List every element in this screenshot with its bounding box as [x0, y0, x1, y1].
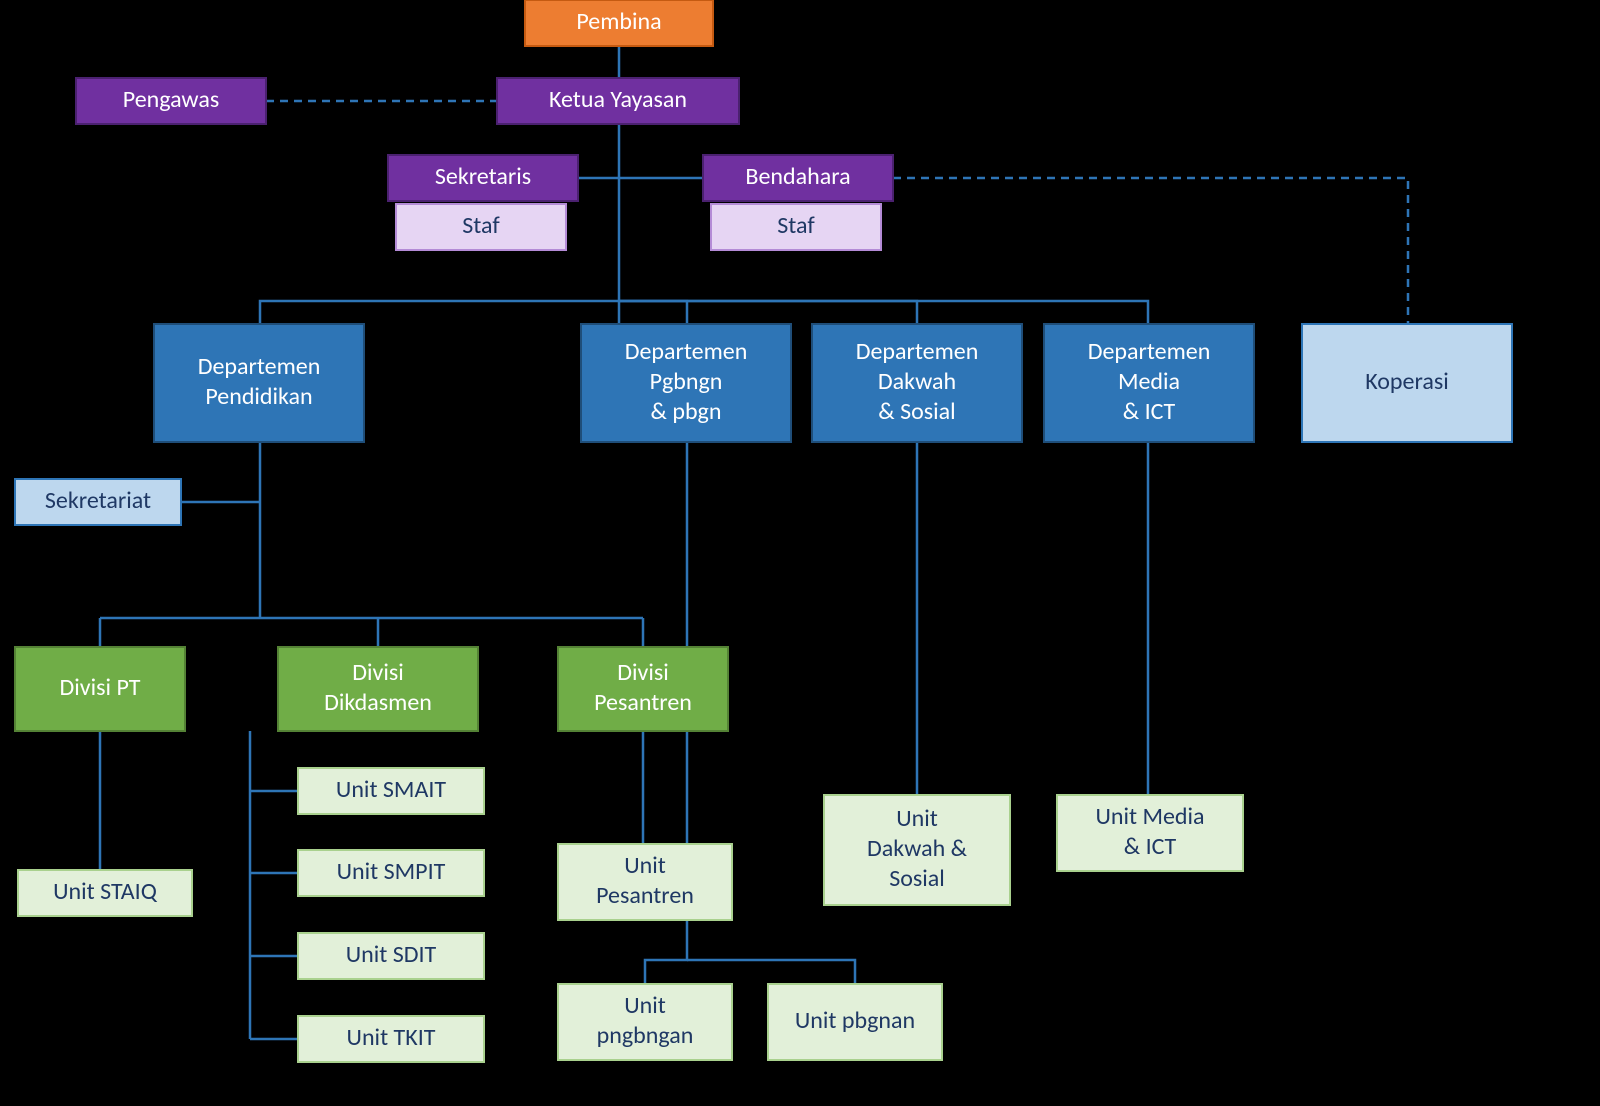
- edge: [619, 301, 687, 324]
- node-div_dik: DivisiDikdasmen: [278, 647, 478, 731]
- node-div_pes: DivisiPesantren: [558, 647, 728, 731]
- node-label: Unit STAIQ: [53, 877, 158, 906]
- node-label: Ketua Yayasan: [549, 85, 687, 114]
- node-pengawas: Pengawas: [76, 78, 266, 124]
- node-staf1: Staf: [396, 204, 566, 250]
- node-ketua: Ketua Yayasan: [497, 78, 739, 124]
- node-label: Unit pbgnan: [795, 1006, 915, 1035]
- edge: [687, 960, 855, 984]
- edge: [619, 301, 917, 324]
- org-chart: Pembina Pengawas Ketua Yayasan Sekretaris Be…: [0, 0, 1600, 1106]
- node-label: Bendahara: [745, 162, 850, 191]
- nodes: Pembina Pengawas Ketua Yayasan Sekretaris Be…: [15, 0, 1512, 1062]
- node-u_tkit: Unit TKIT: [298, 1016, 484, 1062]
- node-pembina: Pembina: [525, 0, 713, 46]
- node-label: Pembina: [576, 7, 661, 36]
- node-label: Unit SDIT: [346, 940, 437, 969]
- node-dep_pgb: DepartemenPgbngn& pbgn: [581, 324, 791, 442]
- node-staf2: Staf: [711, 204, 881, 250]
- node-u_sdit: Unit SDIT: [298, 933, 484, 979]
- node-u_pes: UnitPesantren: [558, 844, 732, 920]
- node-label: Unit SMAIT: [336, 775, 446, 804]
- node-u_pbgn: Unit pbgnan: [768, 984, 942, 1060]
- node-u_smpit: Unit SMPIT: [298, 850, 484, 896]
- node-dep_med: DepartemenMedia& ICT: [1044, 324, 1254, 442]
- node-div_pt: Divisi PT: [15, 647, 185, 731]
- node-koperasi: Koperasi: [1302, 324, 1512, 442]
- node-u_dakwah: UnitDakwah &Sosial: [824, 795, 1010, 905]
- node-dep_dak: DepartemenDakwah& Sosial: [812, 324, 1022, 442]
- edge: [260, 301, 619, 324]
- node-u_staiq: Unit STAIQ: [18, 870, 192, 916]
- node-label: Pengawas: [123, 85, 219, 114]
- node-sekretariat: Sekretariat: [15, 479, 181, 525]
- node-u_pngb: Unitpngbngan: [558, 984, 732, 1060]
- node-label: Unit TKIT: [347, 1023, 436, 1052]
- node-label: Sekretaris: [435, 162, 531, 191]
- node-label: Staf: [462, 211, 500, 240]
- node-label: Sekretariat: [45, 486, 151, 515]
- node-label: Divisi PT: [60, 673, 141, 702]
- edge: [619, 301, 1148, 324]
- node-u_media: Unit Media& ICT: [1057, 795, 1243, 871]
- node-dep_pend: DepartemenPendidikan: [154, 324, 364, 442]
- node-label: Unit SMPIT: [337, 857, 446, 886]
- node-label: Koperasi: [1365, 367, 1449, 396]
- node-sekretaris: Sekretaris: [388, 155, 578, 201]
- node-label: Staf: [777, 211, 815, 240]
- node-label: DepartemenPendidikan: [198, 352, 321, 411]
- node-u_smait: Unit SMAIT: [298, 768, 484, 814]
- node-bendahara: Bendahara: [703, 155, 893, 201]
